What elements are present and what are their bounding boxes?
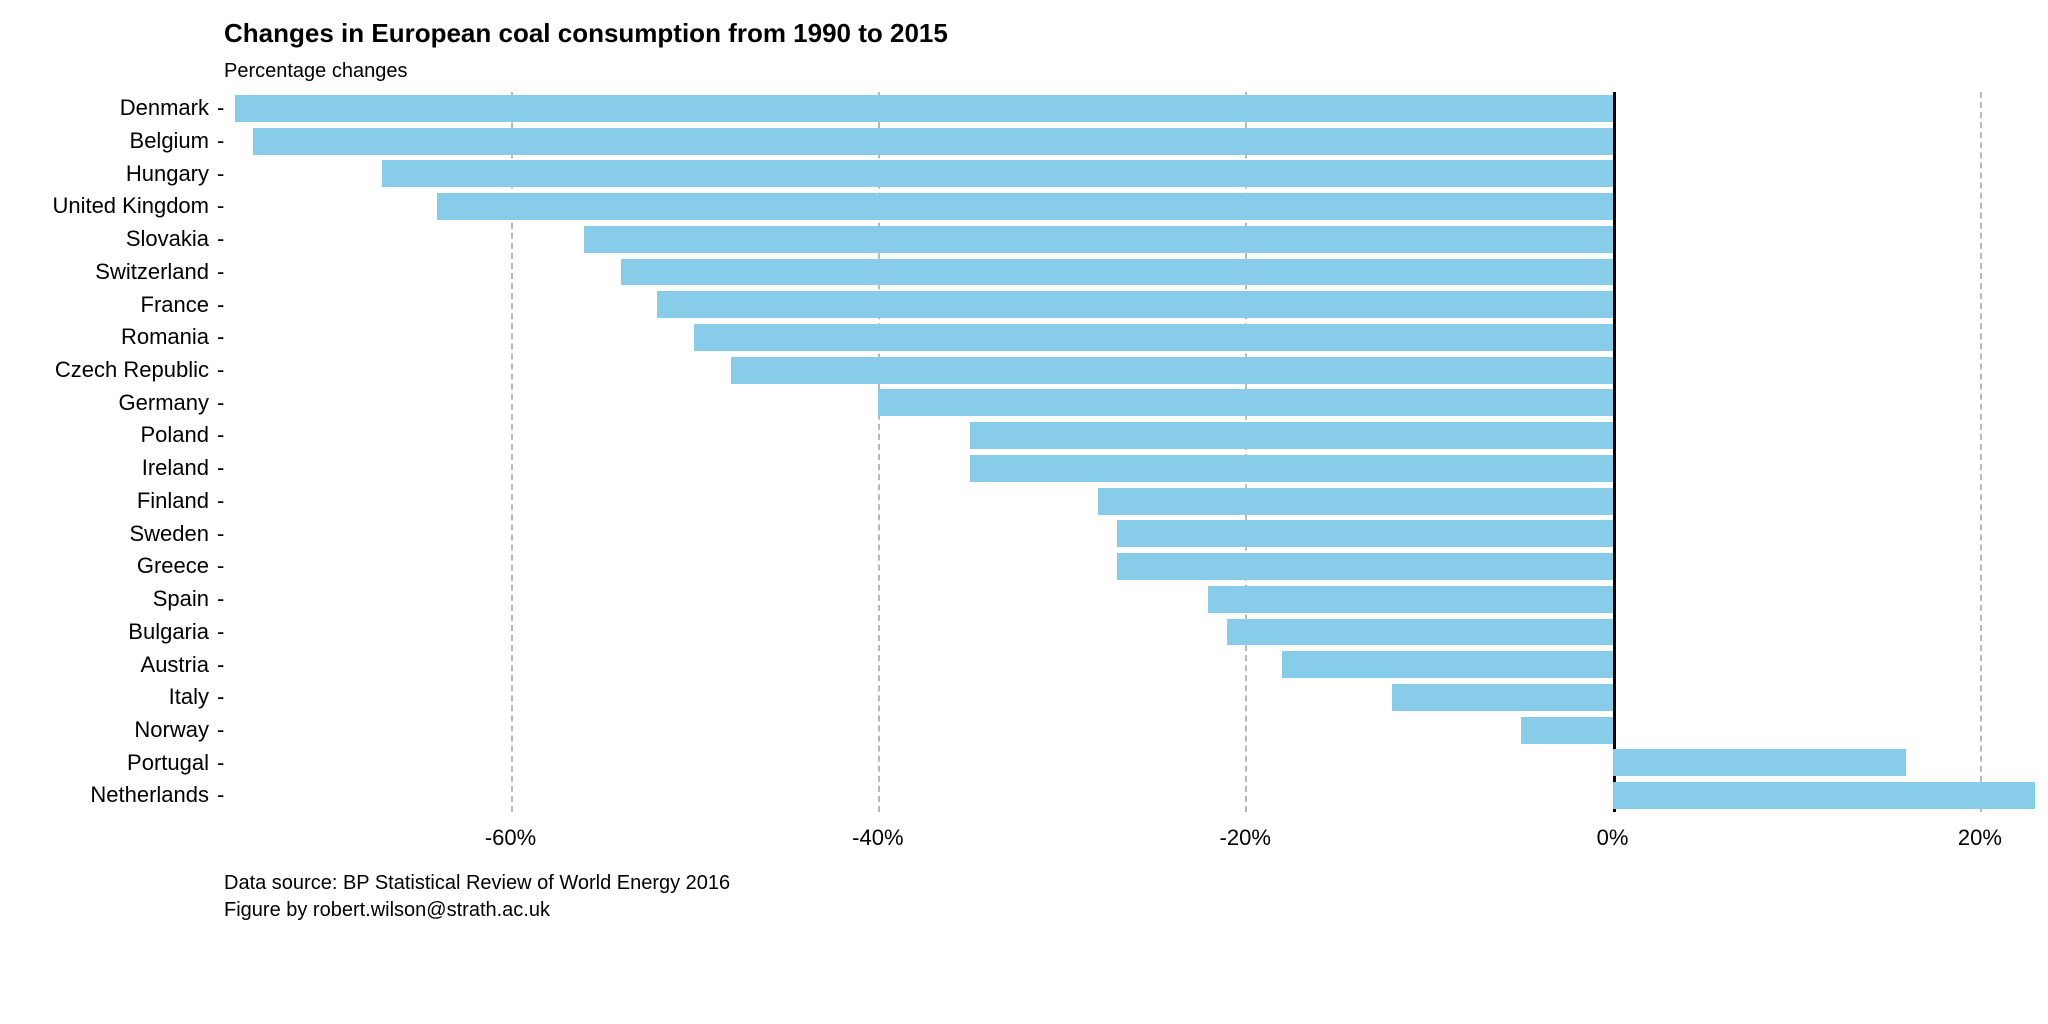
bar <box>1613 782 2035 809</box>
y-tick-mark: - <box>217 161 224 187</box>
bar <box>1282 651 1613 678</box>
y-tick-mark: - <box>217 422 224 448</box>
chart-subtitle: Percentage changes <box>224 60 407 83</box>
bar <box>731 357 1613 384</box>
y-tick-label: Germany <box>119 390 209 416</box>
y-tick-label: France <box>141 292 209 318</box>
y-tick-mark: - <box>217 259 224 285</box>
caption-author: Figure by robert.wilson@strath.ac.uk <box>224 899 550 921</box>
y-tick-label: Sweden <box>129 521 209 547</box>
bar <box>1208 586 1612 613</box>
y-tick-mark: - <box>217 193 224 219</box>
y-tick-mark: - <box>217 717 224 743</box>
y-tick-mark: - <box>217 652 224 678</box>
y-tick-label: Belgium <box>130 128 209 154</box>
y-tick-mark: - <box>217 619 224 645</box>
y-tick-label: Czech Republic <box>55 357 209 383</box>
chart-title: Changes in European coal consumption fro… <box>224 18 948 49</box>
bar <box>1117 520 1613 547</box>
y-tick-mark: - <box>217 553 224 579</box>
y-tick-mark: - <box>217 455 224 481</box>
x-tick-label: -20% <box>1220 825 1271 851</box>
y-tick-label: Switzerland <box>95 259 209 285</box>
y-tick-mark: - <box>217 750 224 776</box>
y-tick-mark: - <box>217 324 224 350</box>
y-tick-mark: - <box>217 684 224 710</box>
y-tick-label: Spain <box>153 586 209 612</box>
bar <box>1392 684 1612 711</box>
y-tick-label: Norway <box>134 717 209 743</box>
y-tick-label: Netherlands <box>90 782 209 808</box>
y-tick-label: Poland <box>140 422 209 448</box>
bar <box>382 160 1613 187</box>
bar <box>1227 619 1613 646</box>
y-tick-mark: - <box>217 128 224 154</box>
bar <box>1117 553 1613 580</box>
x-tick-label: -60% <box>485 825 536 851</box>
y-tick-label: Denmark <box>120 95 209 121</box>
y-tick-label: Portugal <box>127 750 209 776</box>
zero-line <box>1613 92 1616 812</box>
bar <box>253 128 1612 155</box>
y-tick-label: Greece <box>137 553 209 579</box>
y-tick-label: Italy <box>169 684 209 710</box>
bar <box>970 455 1613 482</box>
bar <box>584 226 1613 253</box>
gridline <box>1980 92 1982 812</box>
bar <box>235 95 1613 122</box>
y-tick-label: Austria <box>141 652 209 678</box>
bar <box>621 259 1613 286</box>
y-tick-mark: - <box>217 226 224 252</box>
y-tick-label: Romania <box>121 324 209 350</box>
y-tick-mark: - <box>217 521 224 547</box>
x-tick-label: -40% <box>852 825 903 851</box>
caption-source: Data source: BP Statistical Review of Wo… <box>224 872 730 894</box>
y-tick-mark: - <box>217 488 224 514</box>
coal-consumption-chart: Changes in European coal consumption fro… <box>0 0 2048 1024</box>
bar <box>1521 717 1613 744</box>
bar <box>1613 749 1907 776</box>
y-tick-label: Ireland <box>142 455 209 481</box>
y-tick-mark: - <box>217 586 224 612</box>
bar <box>437 193 1613 220</box>
y-tick-mark: - <box>217 782 224 808</box>
y-tick-mark: - <box>217 390 224 416</box>
chart-caption: Data source: BP Statistical Review of Wo… <box>224 870 730 924</box>
y-tick-label: Finland <box>137 488 209 514</box>
y-tick-label: Bulgaria <box>128 619 209 645</box>
y-tick-mark: - <box>217 95 224 121</box>
plot-area <box>235 92 2035 812</box>
x-tick-label: 0% <box>1597 825 1629 851</box>
y-tick-label: Slovakia <box>126 226 209 252</box>
y-tick-label: United Kingdom <box>52 193 209 219</box>
x-tick-label: 20% <box>1958 825 2002 851</box>
bar <box>1098 488 1612 515</box>
bar <box>694 324 1612 351</box>
bar <box>970 422 1613 449</box>
y-tick-mark: - <box>217 357 224 383</box>
y-tick-mark: - <box>217 292 224 318</box>
y-tick-label: Hungary <box>126 161 209 187</box>
bar <box>657 291 1612 318</box>
bar <box>878 389 1613 416</box>
